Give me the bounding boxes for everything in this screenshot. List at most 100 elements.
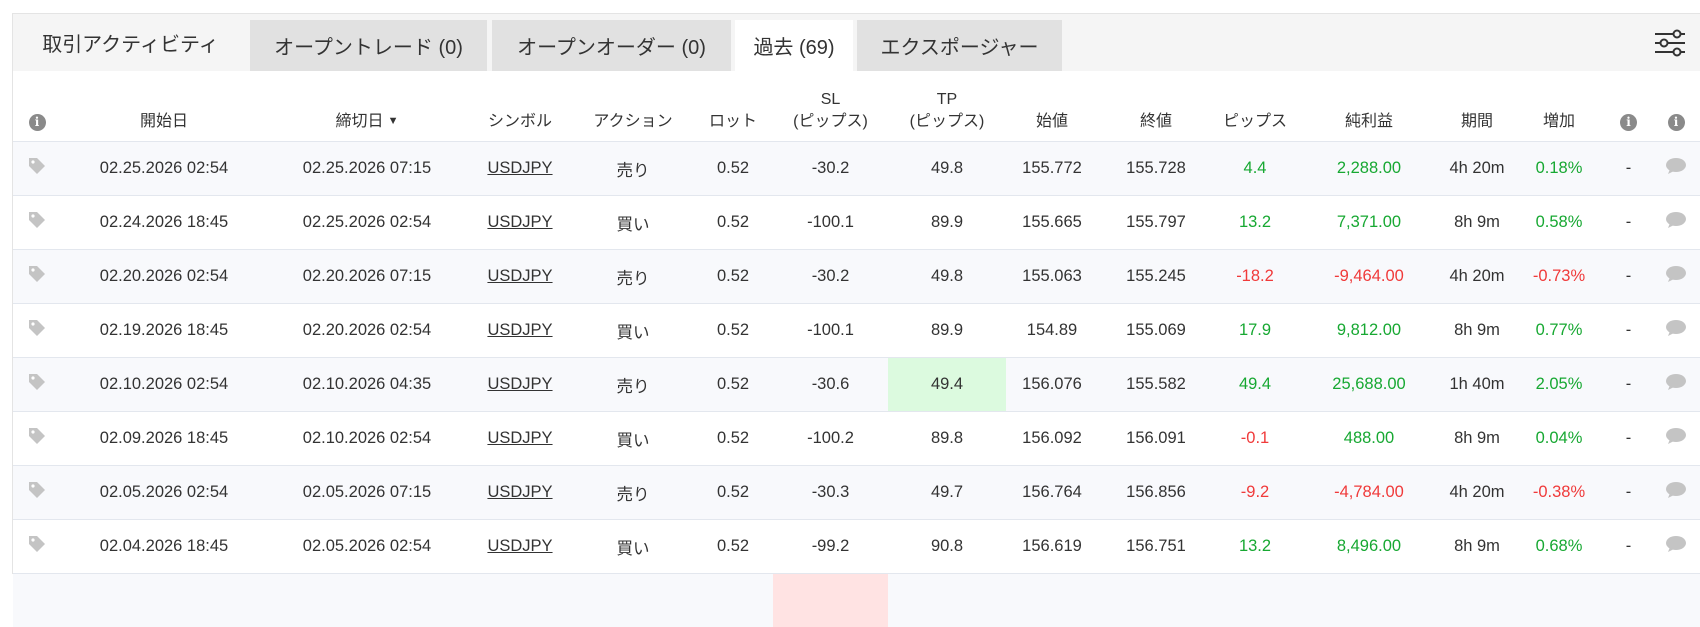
- comment-icon[interactable]: [1665, 485, 1687, 503]
- tab-history[interactable]: 過去 (69): [735, 20, 853, 71]
- tag-icon[interactable]: [27, 270, 47, 288]
- close-date: 02.20.2026 07:15: [267, 250, 467, 304]
- duration: 8h 9m: [1442, 196, 1512, 250]
- pips: 49.4: [1214, 358, 1296, 412]
- header-tp[interactable]: TP(ピップス): [888, 71, 1006, 142]
- tag-cell[interactable]: [13, 196, 61, 250]
- comment-icon[interactable]: [1665, 377, 1687, 395]
- header-duration[interactable]: 期間: [1442, 71, 1512, 142]
- comment-cell[interactable]: [1651, 466, 1700, 520]
- header-pips[interactable]: ピップス: [1214, 71, 1296, 142]
- partial-cell: [13, 574, 61, 627]
- lots: 0.52: [693, 358, 773, 412]
- symbol-cell: USDJPY: [467, 466, 573, 520]
- info-icon[interactable]: i: [1620, 114, 1637, 131]
- tag-icon[interactable]: [27, 162, 47, 180]
- comment-cell[interactable]: [1651, 142, 1700, 196]
- header-close-price[interactable]: 終値: [1098, 71, 1214, 142]
- header-info-3[interactable]: i: [1651, 71, 1700, 142]
- header-symbol[interactable]: シンボル: [467, 71, 573, 142]
- symbol-link[interactable]: USDJPY: [487, 537, 552, 555]
- tab-open-trades[interactable]: オープントレード (0): [250, 20, 487, 71]
- comment-icon[interactable]: [1665, 161, 1687, 179]
- tag-cell[interactable]: [13, 358, 61, 412]
- header-tp-unit: (ピップス): [888, 111, 1006, 133]
- comment-cell[interactable]: [1651, 358, 1700, 412]
- stop-loss: -99.2: [773, 520, 888, 574]
- action: 買い: [573, 520, 693, 574]
- gain: 0.68%: [1512, 520, 1606, 574]
- tag-icon[interactable]: [27, 432, 47, 450]
- filter-settings-icon[interactable]: [1653, 26, 1687, 60]
- tag-icon[interactable]: [27, 216, 47, 234]
- tag-cell[interactable]: [13, 520, 61, 574]
- comment-cell[interactable]: [1651, 520, 1700, 574]
- tab-open-orders[interactable]: オープンオーダー (0): [492, 20, 731, 71]
- tag-icon[interactable]: [27, 540, 47, 558]
- tag-cell[interactable]: [13, 466, 61, 520]
- tag-cell[interactable]: [13, 412, 61, 466]
- info-icon[interactable]: i: [1668, 114, 1685, 131]
- close-date: 02.05.2026 02:54: [267, 520, 467, 574]
- header-lots[interactable]: ロット: [693, 71, 773, 142]
- symbol-link[interactable]: USDJPY: [487, 429, 552, 447]
- open-price: 155.063: [1006, 250, 1098, 304]
- tag-cell[interactable]: [13, 142, 61, 196]
- symbol-link[interactable]: USDJPY: [487, 159, 552, 177]
- tab-exposure[interactable]: エクスポージャー: [857, 20, 1062, 71]
- close-date: 02.05.2026 07:15: [267, 466, 467, 520]
- header-open-date[interactable]: 開始日: [61, 71, 267, 142]
- comment-cell[interactable]: [1651, 250, 1700, 304]
- net-profit: 25,688.00: [1296, 358, 1442, 412]
- open-date: 02.09.2026 18:45: [61, 412, 267, 466]
- comment-icon[interactable]: [1665, 269, 1687, 287]
- gain: -0.73%: [1512, 250, 1606, 304]
- header-sl[interactable]: SL(ピップス): [773, 71, 888, 142]
- tag-cell[interactable]: [13, 250, 61, 304]
- header-gain[interactable]: 増加: [1512, 71, 1606, 142]
- info-icon[interactable]: i: [29, 114, 46, 131]
- header-action[interactable]: アクション: [573, 71, 693, 142]
- header-info[interactable]: i: [13, 71, 61, 142]
- symbol-link[interactable]: USDJPY: [487, 213, 552, 231]
- comment-icon[interactable]: [1665, 431, 1687, 449]
- comment-icon[interactable]: [1665, 215, 1687, 233]
- comment-cell[interactable]: [1651, 412, 1700, 466]
- net-profit: 7,371.00: [1296, 196, 1442, 250]
- comment-cell[interactable]: [1651, 304, 1700, 358]
- close-price: 155.069: [1098, 304, 1214, 358]
- tag-icon[interactable]: [27, 486, 47, 504]
- partial-cell: [1512, 574, 1606, 627]
- open-date: 02.25.2026 02:54: [61, 142, 267, 196]
- symbol-link[interactable]: USDJPY: [487, 375, 552, 393]
- symbol-link[interactable]: USDJPY: [487, 483, 552, 501]
- tag-cell[interactable]: [13, 304, 61, 358]
- open-date: 02.19.2026 18:45: [61, 304, 267, 358]
- symbol-link[interactable]: USDJPY: [487, 267, 552, 285]
- take-profit: 49.4: [888, 358, 1006, 412]
- net-profit: 9,812.00: [1296, 304, 1442, 358]
- header-info-2[interactable]: i: [1606, 71, 1651, 142]
- comment-icon[interactable]: [1665, 323, 1687, 341]
- comment-text: -: [1606, 250, 1651, 304]
- symbol-link[interactable]: USDJPY: [487, 321, 552, 339]
- header-open-price[interactable]: 始値: [1006, 71, 1098, 142]
- header-net-profit[interactable]: 純利益: [1296, 71, 1442, 142]
- tag-icon[interactable]: [27, 324, 47, 342]
- action: 買い: [573, 196, 693, 250]
- header-close-date[interactable]: 締切日▼: [267, 71, 467, 142]
- tag-icon[interactable]: [27, 378, 47, 396]
- header-tp-label: TP: [888, 89, 1006, 111]
- close-date: 02.10.2026 04:35: [267, 358, 467, 412]
- sort-desc-icon: ▼: [388, 115, 399, 127]
- comment-icon[interactable]: [1665, 539, 1687, 557]
- comment-cell[interactable]: [1651, 196, 1700, 250]
